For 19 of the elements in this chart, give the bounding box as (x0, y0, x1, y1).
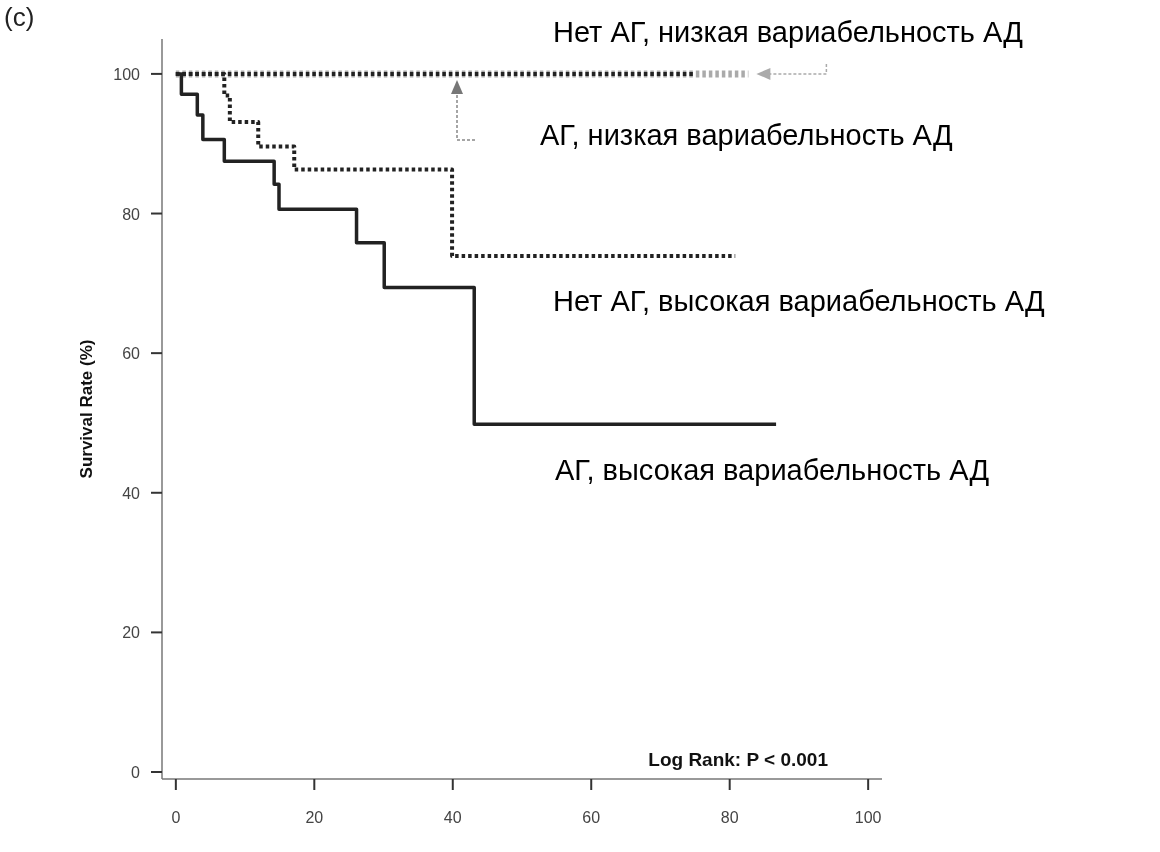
series-label: АГ, высокая вариабельность АД (555, 454, 990, 486)
series-label: Нет АГ, высокая вариабельность АД (553, 285, 1046, 317)
y-tick-label: 100 (113, 65, 141, 83)
y-tick-label: 60 (122, 345, 141, 363)
x-tick-label: 0 (171, 809, 181, 826)
x-tick-label: 40 (443, 809, 462, 826)
x-tick-label: 60 (582, 809, 601, 826)
x-tick-label: 20 (305, 809, 324, 826)
series-label: АГ, низкая вариабельность АД (540, 119, 953, 151)
x-tick-label: 100 (854, 809, 882, 826)
y-tick-label: 0 (131, 764, 141, 782)
y-axis-title: Survival Rate (%) (77, 339, 96, 479)
series-label: Нет АГ, низкая вариабельность АД (553, 16, 1024, 48)
text: (c) (4, 2, 35, 32)
y-tick-label: 20 (122, 624, 141, 642)
x-tick-label: 80 (720, 809, 739, 826)
y-tick-label: 80 (122, 205, 141, 223)
annotation: Log Rank: P < 0.001 (648, 749, 829, 770)
y-tick-label: 40 (122, 484, 141, 502)
